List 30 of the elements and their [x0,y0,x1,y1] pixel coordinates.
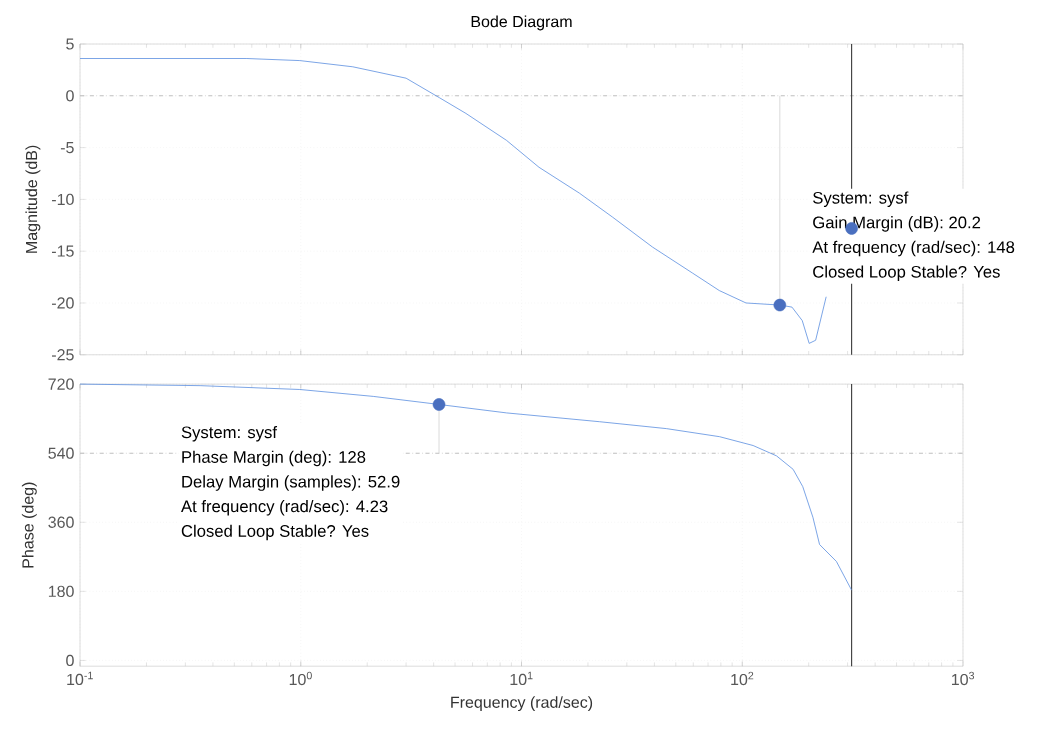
chart-title: Bode Diagram [471,15,572,31]
y-tick-label: 5 [66,38,74,50]
annotation: Closed Loop Stable? Yes [181,524,369,541]
x-axis-title: Frequency (rad/sec) [451,696,593,712]
annotation: System: sysf [813,191,909,208]
y-tick-label: 540 [48,447,74,459]
y-tick-label: -10 [52,193,74,206]
annotation: At frequency (rad/sec): 148 [812,240,1015,257]
y-tick-label: 180 [48,585,74,598]
y-axis-title: Magnitude (dB) [25,145,41,253]
annotation: At frequency (rad/sec): 4.23 [181,500,388,516]
annotation: Phase Margin (deg): 128 [182,450,366,467]
y-tick-label: 360 [48,516,74,528]
y-tick-label: -25 [52,349,74,361]
x-tick-label: 10$^{0}$ [289,671,312,686]
annotation: Gain Margin (dB): 20.2 [813,216,981,232]
y-tick-label: -20 [52,297,74,309]
x-tick-label: 10$^{1}$ [510,671,533,686]
x-tick-label: 10$^{3}$ [952,671,975,686]
y-tick-label: -15 [52,245,74,257]
annotation: Closed Loop Stable? Yes [813,265,1000,282]
x-tick-label: 10$^{2}$ [731,671,754,686]
annotation: Delay Margin (samples): 52.9 [182,475,400,491]
x-tick-label: 10$^{-1}$ [67,671,93,686]
y-tick-label: 0 [66,90,74,102]
y-tick-label: 720 [48,378,74,390]
annotation: System: sysf [181,426,278,442]
y-tick-label: 0 [66,654,74,667]
y-tick-label: -5 [60,142,74,154]
y-axis-title: Phase (deg) [21,482,37,568]
